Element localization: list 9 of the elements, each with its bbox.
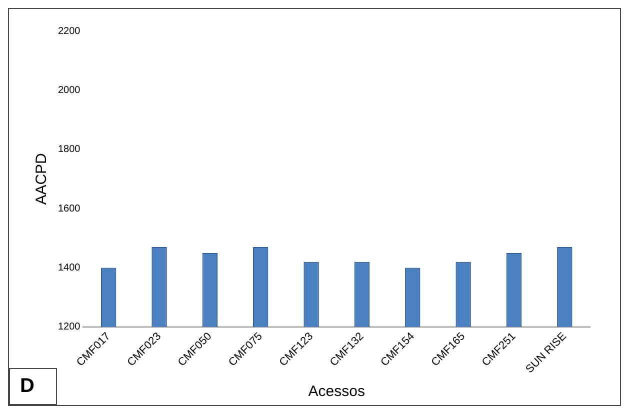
y-tick-label: 1200 [58,322,81,333]
y-tick-label: 2000 [58,84,81,96]
text: D [9,368,58,405]
y-axis-title: AACPD [33,152,50,205]
y-tick-label: 1400 [58,262,81,274]
y-tick-label: 2200 [58,26,81,37]
y-tick-label: 1600 [58,203,81,214]
x-axis-title: Acessos [308,383,365,400]
y-tick-label: 1800 [58,144,81,156]
